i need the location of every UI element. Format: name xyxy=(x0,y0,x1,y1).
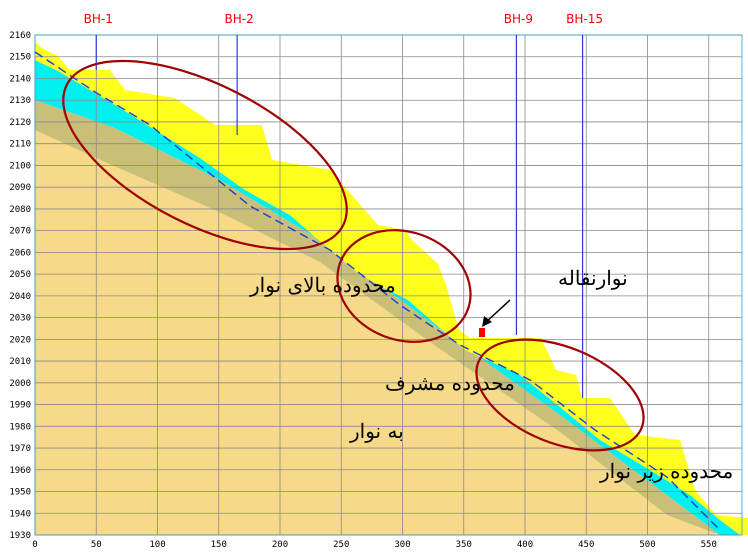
y-tick-label: 2050 xyxy=(9,270,31,280)
y-tick-label: 1990 xyxy=(9,401,31,411)
conveyor-arrow-shaft xyxy=(484,299,511,324)
x-tick-label: 350 xyxy=(456,540,472,550)
y-tick-label: 1960 xyxy=(9,466,31,476)
y-tick-label: 2130 xyxy=(9,96,31,106)
y-tick-label: 2110 xyxy=(9,140,31,150)
y-tick-label: 2010 xyxy=(9,357,31,367)
x-tick-label: 250 xyxy=(333,540,349,550)
y-axis-ticks: 2160 2150 2140 2130 2120 2110 2100 2090 2080 2070… xyxy=(9,31,31,541)
x-tick-label: 500 xyxy=(639,540,655,550)
x-tick-label: 150 xyxy=(211,540,227,550)
conveyor-marker xyxy=(479,328,485,337)
x-tick-label: 450 xyxy=(578,540,594,550)
y-tick-label: 2100 xyxy=(9,161,31,171)
y-tick-label: 1950 xyxy=(9,488,31,498)
x-tick-label: 200 xyxy=(272,540,288,550)
x-tick-label: 50 xyxy=(91,540,102,550)
cyan-layer xyxy=(35,60,740,535)
x-tick-label: 400 xyxy=(517,540,533,550)
ellipse-upper xyxy=(62,59,348,251)
y-tick-label: 2040 xyxy=(9,292,31,302)
grid xyxy=(34,34,743,536)
y-tick-label: 1980 xyxy=(9,422,31,432)
x-tick-label: 550 xyxy=(701,540,717,550)
y-tick-label: 2030 xyxy=(9,314,31,324)
label-conveyor: نوارنقاله xyxy=(558,266,628,290)
centre-dashed-line xyxy=(34,51,721,531)
y-tick-label: 1940 xyxy=(9,509,31,519)
x-tick-label: 100 xyxy=(149,540,165,550)
borehole-label: BH-1 xyxy=(84,12,113,26)
y-tick-label: 2070 xyxy=(9,227,31,237)
y-tick-label: 2020 xyxy=(9,335,31,345)
y-tick-label: 2150 xyxy=(9,53,31,63)
plot-frame xyxy=(34,34,743,536)
label-zone-below: محدوده زیر نوار xyxy=(599,459,733,483)
y-tick-label: 2000 xyxy=(9,379,31,389)
label-zone-above: محدوده بالای نوار xyxy=(249,273,396,297)
y-tick-label: 1930 xyxy=(9,531,31,541)
label-zone-overlook-line1: محدوده مشرف xyxy=(385,371,515,395)
borehole-label: BH-2 xyxy=(225,12,254,26)
ellipse-middle xyxy=(336,229,472,343)
y-tick-label: 1970 xyxy=(9,444,31,454)
y-tick-label: 2160 xyxy=(9,31,31,41)
y-tick-label: 2140 xyxy=(9,74,31,84)
boreholes: BH-1 BH-2 BH-9 BH-15 xyxy=(84,12,603,398)
y-tick-label: 2060 xyxy=(9,248,31,258)
y-tick-label: 2120 xyxy=(9,118,31,128)
y-tick-label: 2090 xyxy=(9,183,31,193)
highlight-ellipses xyxy=(62,59,645,452)
ellipse-lower xyxy=(475,338,645,452)
borehole-label: BH-9 xyxy=(504,12,533,26)
borehole-label: BH-15 xyxy=(566,12,603,26)
conveyor-arrow-head xyxy=(482,316,492,327)
x-tick-label: 0 xyxy=(32,540,37,550)
x-tick-label: 300 xyxy=(394,540,410,550)
x-axis-ticks: 0 50 100 150 200 250 300 350 400 450 500 550 xyxy=(32,540,717,550)
y-tick-label: 2080 xyxy=(9,205,31,215)
label-zone-overlook-line2: به نوار xyxy=(349,419,404,443)
